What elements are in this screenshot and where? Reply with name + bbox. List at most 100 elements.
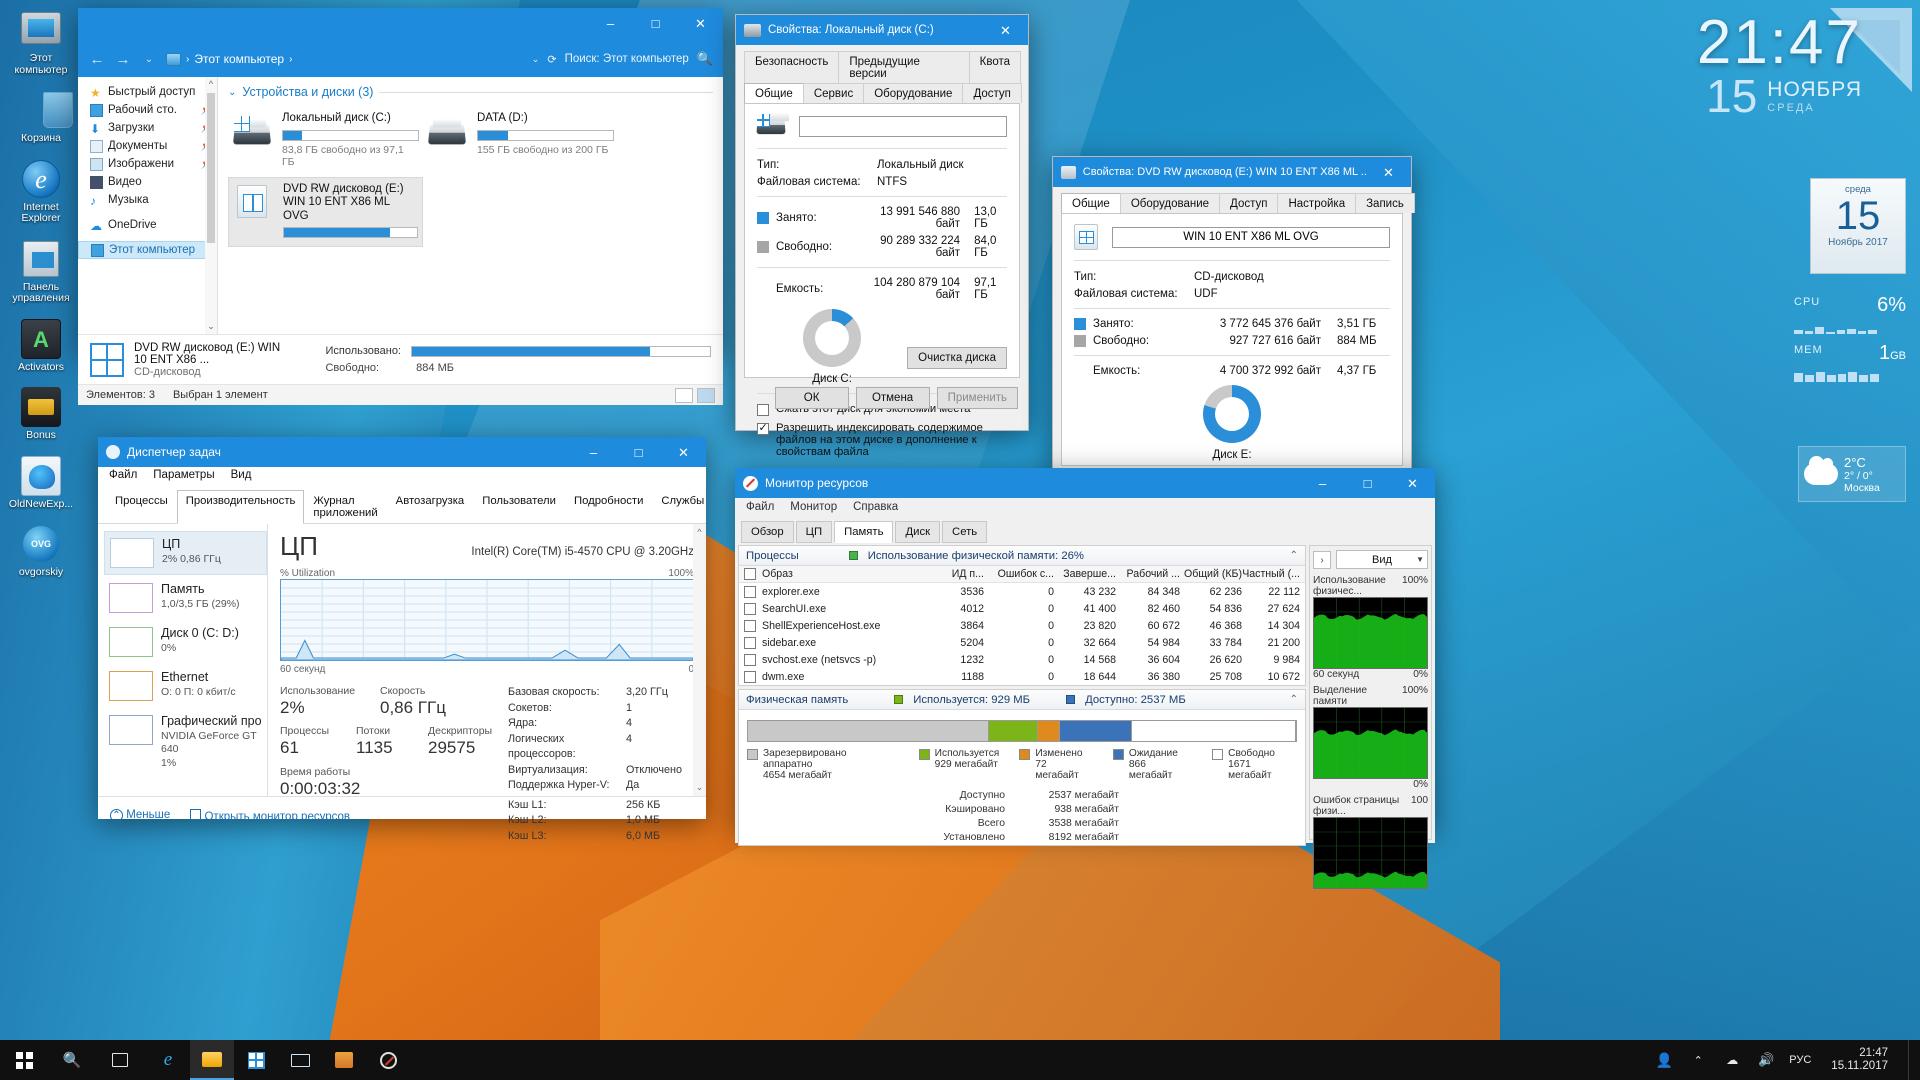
table-row[interactable]: explorer.exe 3536 0 43 232 84 348 62 236… (739, 583, 1305, 600)
table-row[interactable]: dwm.exe 1188 0 18 644 36 380 25 708 10 6… (739, 668, 1305, 685)
chevron-down-icon[interactable]: ▼ (1416, 555, 1424, 564)
physical-memory-header[interactable]: Физическая память Используется: 929 МБ Д… (739, 690, 1305, 710)
task-manager-window[interactable]: Диспетчер задач – □ ✕ Файл Параметры Вид… (98, 437, 706, 842)
explorer-close-button[interactable]: ✕ (695, 15, 706, 31)
table-row[interactable]: svchost.exe (netsvcs -p) 1232 0 14 568 3… (739, 651, 1305, 668)
taskmgr-maximize-button[interactable]: □ (634, 444, 643, 460)
details-view-button[interactable] (675, 387, 693, 403)
onedrive-tray-icon[interactable]: ☁ (1726, 1053, 1739, 1067)
explorer-minimize-button[interactable]: – (606, 15, 615, 31)
tab-app-history[interactable]: Журнал приложений (313, 495, 378, 519)
row-checkbox[interactable] (744, 636, 756, 649)
processes-table[interactable]: Образ ИД п... Ошибок с... Заверше... Раб… (739, 566, 1305, 685)
breadcrumb[interactable]: › Этот компьютер › (166, 52, 292, 66)
sidebar-item-desktop[interactable]: Рабочий сто. 📌 (78, 101, 217, 119)
taskbar-app-edge[interactable]: e (163, 1049, 173, 1070)
tab-general[interactable]: Общие (1061, 193, 1121, 213)
sidebar-item-this-pc[interactable]: Этот компьютер (78, 241, 217, 259)
dvd-drive-e-properties-dialog[interactable]: Свойства: DVD RW дисковод (E:) WIN 10 EN… (1052, 156, 1415, 472)
expand-graphs-button[interactable]: › (1313, 550, 1331, 569)
resource-item-ethernet[interactable]: Ethernet О: 0 П: 0 кбит/с (104, 665, 267, 707)
volume-icon[interactable]: 🔊 (1758, 1052, 1775, 1067)
view-select[interactable]: Вид ▼ (1336, 550, 1428, 569)
desktop-icon-this-pc[interactable]: Этот компьютер (4, 4, 78, 80)
menu-options[interactable]: Параметры (153, 469, 215, 481)
group-header[interactable]: ⌄ Устройства и диски (3) (228, 85, 713, 99)
resource-item-gpu[interactable]: Графический про NVIDIA GeForce GT 640 1% (104, 709, 267, 776)
taskmgr-tabs[interactable]: Процессы Производительность Журнал прило… (98, 486, 706, 524)
tab-general[interactable]: Общие (744, 83, 804, 103)
row-checkbox[interactable] (744, 653, 756, 666)
col-private[interactable]: Частный (... (1242, 568, 1300, 580)
processes-panel-header[interactable]: Процессы Использование физической памяти… (739, 546, 1305, 566)
col-shared[interactable]: Общий (КБ) (1184, 568, 1242, 580)
desktop-icon-recycle-bin[interactable]: Корзина (4, 84, 78, 149)
sidebar-item-documents[interactable]: Документы 📌 (78, 137, 217, 155)
menu-help[interactable]: Справка (853, 501, 899, 513)
taskmgr-close-button[interactable]: ✕ (678, 444, 689, 460)
scroll-down-arrow[interactable]: ⌄ (695, 782, 704, 792)
tab-recording[interactable]: Запись (1355, 193, 1415, 213)
apply-button[interactable]: Применить (936, 387, 1018, 409)
tab-processes[interactable]: Процессы (115, 495, 168, 507)
resource-item-memory[interactable]: Память 1,0/3,5 ГБ (29%) (104, 577, 267, 619)
desktop-icon-activators[interactable]: Activators (4, 313, 78, 378)
resmon-close-button[interactable]: ✕ (1407, 475, 1418, 491)
compress-checkbox[interactable] (757, 404, 769, 416)
sidebar-item-pictures[interactable]: Изображени 📌 (78, 155, 217, 173)
file-explorer-window[interactable]: – □ ✕ ← → ⌄ › Этот компьютер › ⌄ ⟳ Поиск… (78, 8, 723, 405)
tab-memory[interactable]: Память (834, 521, 894, 543)
chevron-down-icon[interactable]: ⌄ (228, 86, 237, 98)
tab-users[interactable]: Пользователи (482, 495, 556, 507)
weather-gadget[interactable]: 2°C 2° / 0° Москва (1798, 446, 1906, 502)
desktop-icon-oldnewexplorer[interactable]: OldNewExp... (4, 450, 78, 515)
volume-label-input[interactable] (1112, 226, 1390, 248)
sidebar-item-onedrive[interactable]: ☁ OneDrive (78, 216, 217, 234)
tab-details[interactable]: Подробности (573, 495, 644, 507)
prope-tabs-row[interactable]: Общие Оборудование Доступ Настройка Запи… (1053, 187, 1415, 213)
collapse-chevron-icon[interactable]: ⌃ (1289, 550, 1298, 561)
local-disk-c-properties-dialog[interactable]: Свойства: Локальный диск (C:) ✕ Безопасн… (735, 14, 1029, 458)
drive-item-d[interactable]: DATA (D:) 155 ГБ свободно из 200 ГБ (423, 107, 618, 173)
table-row[interactable]: ShellExperienceHost.exe 3864 0 23 820 60… (739, 617, 1305, 634)
taskbar-app-photos[interactable] (322, 1040, 366, 1080)
tab-quota[interactable]: Квота (968, 51, 1021, 83)
taskbar-app-explorer[interactable] (190, 1040, 234, 1080)
explorer-maximize-button[interactable]: □ (651, 15, 660, 31)
col-commit[interactable]: Заверше... (1063, 568, 1116, 580)
disk-cleanup-button[interactable]: Очистка диска (907, 347, 1007, 369)
search-icon[interactable]: 🔍 (62, 1052, 82, 1069)
forward-button[interactable]: → (115, 50, 131, 68)
propc-close-button[interactable]: ✕ (1000, 22, 1011, 38)
task-view-icon[interactable] (96, 1040, 144, 1080)
col-faults[interactable]: Ошибок с... (997, 568, 1054, 580)
scroll-down-arrow[interactable]: ⌄ (207, 321, 215, 331)
people-icon[interactable]: 👤 (1655, 1051, 1673, 1068)
propc-index-checkbox-row[interactable]: Разрешить индексировать содержимое файло… (757, 419, 1007, 461)
tab-disk[interactable]: Диск (895, 521, 941, 543)
fewer-details-button[interactable]: ⌃ Меньше (110, 809, 170, 822)
taskmgr-scrollbar[interactable]: ^ ⌄ (693, 524, 706, 796)
search-icon[interactable]: 🔍 (696, 51, 713, 66)
cancel-button[interactable]: Отмена (855, 387, 930, 409)
propc-tabs-row-1[interactable]: Безопасность Предыдущие версии Квота (736, 45, 1028, 83)
menu-monitor[interactable]: Монитор (790, 501, 838, 513)
tab-sharing[interactable]: Доступ (1219, 193, 1279, 213)
large-icons-view-button[interactable] (697, 387, 715, 403)
volume-label-input[interactable] (799, 115, 1007, 137)
taskbar-clock[interactable]: 21:47 15.11.2017 (1823, 1047, 1896, 1073)
resource-monitor-window[interactable]: Монитор ресурсов – □ ✕ Файл Монитор Спра… (735, 468, 1435, 889)
tab-overview[interactable]: Обзор (741, 521, 794, 543)
col-image[interactable]: Образ (762, 568, 793, 580)
taskbar[interactable]: 🔍 e 👤 ⌃ ☁ (0, 1040, 1920, 1080)
resource-item-cpu[interactable]: ЦП 2% 0,86 ГГц (104, 531, 267, 575)
resmon-minimize-button[interactable]: – (1318, 475, 1327, 491)
propc-tabs-row-2[interactable]: Общие Сервис Оборудование Доступ (736, 83, 1028, 103)
tab-sharing[interactable]: Доступ (962, 83, 1022, 103)
menu-file[interactable]: Файл (746, 501, 775, 513)
taskbar-app-media-player[interactable] (366, 1040, 410, 1080)
scroll-up-arrow[interactable]: ^ (697, 527, 702, 537)
taskmgr-minimize-button[interactable]: – (589, 444, 598, 460)
system-tray[interactable]: 👤 ⌃ ☁ 🔊 РУС 21:47 15.11.2017 (1653, 1040, 1920, 1080)
ok-button[interactable]: ОК (774, 387, 849, 409)
